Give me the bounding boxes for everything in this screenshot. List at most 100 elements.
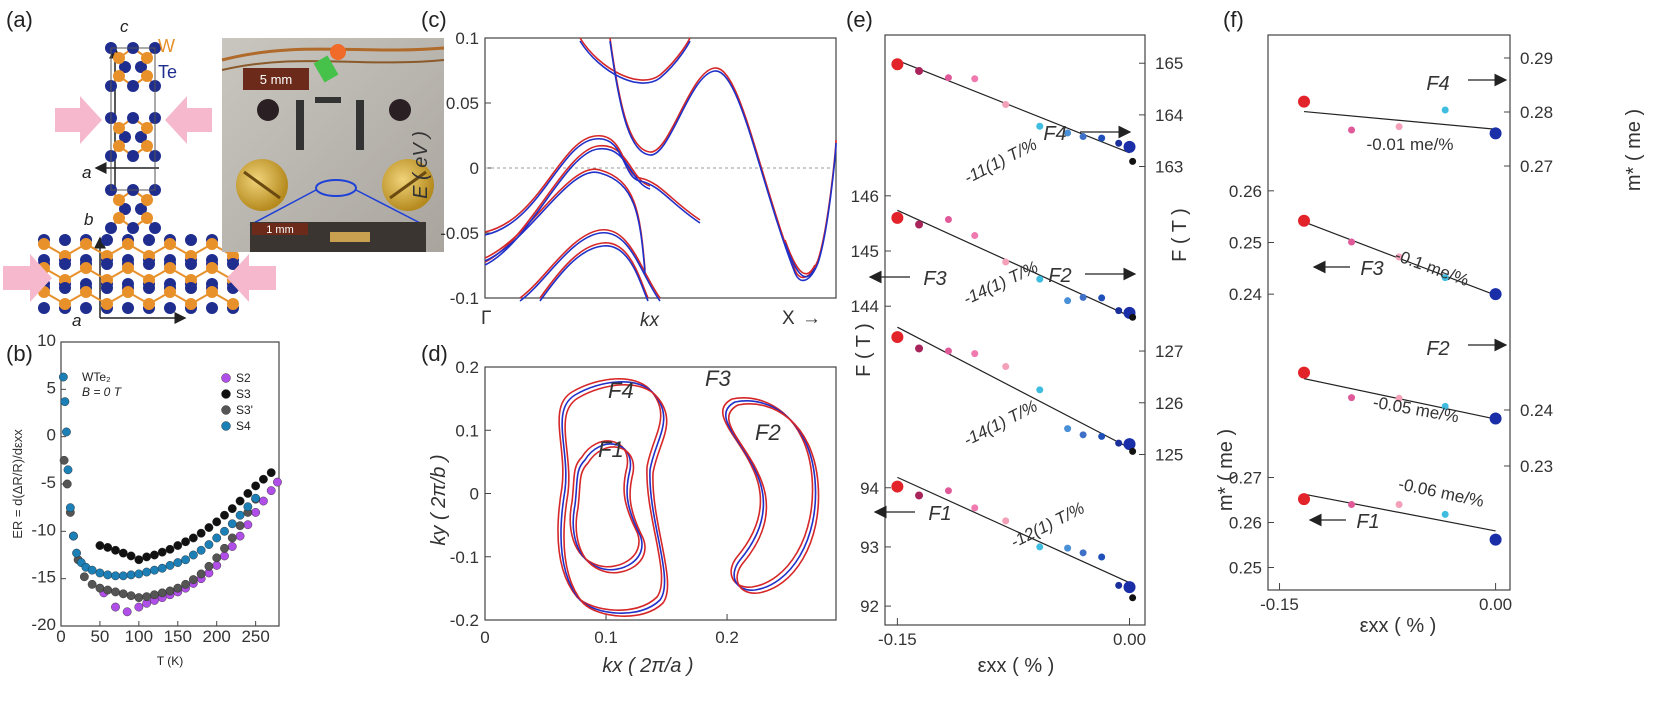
f-left-tick-label: 0.27 xyxy=(1229,469,1262,488)
w-atom xyxy=(141,70,153,82)
x-point: X xyxy=(782,308,795,329)
b-point-S4 xyxy=(235,510,245,520)
w-atom xyxy=(206,286,218,298)
w-atom xyxy=(164,238,176,250)
e-point-F2 xyxy=(891,331,904,344)
te-atom xyxy=(38,302,50,314)
f-left-tick-label: 0.25 xyxy=(1229,559,1262,578)
e-point-F3 xyxy=(971,232,979,240)
te-atom xyxy=(101,282,113,294)
b-point-S4 xyxy=(220,526,229,536)
panel-e-label: (e) xyxy=(846,7,873,32)
f-right-tick-label: 0.29 xyxy=(1520,49,1553,68)
crystal-top-view xyxy=(38,234,239,324)
panel-a-label: (a) xyxy=(6,7,33,32)
b-point-S3 xyxy=(165,544,175,554)
f-point-F4 xyxy=(1395,123,1403,131)
e-right-tick-label: 127 xyxy=(1155,342,1183,361)
f-slope-label: -0.06 me/% xyxy=(1397,474,1486,511)
b-point-S3 xyxy=(259,474,268,484)
f-point-F2 xyxy=(1395,394,1403,402)
f-right-tick-label: 0.24 xyxy=(1520,401,1553,420)
panel-c: (c) 0.1 0.05 0 -0.05 -0.1 E ( eV ) Γ kx X → xyxy=(410,7,837,331)
panel-e-points xyxy=(891,58,1137,602)
b-legend-label: S2 xyxy=(236,371,251,385)
panel-f-fits xyxy=(1303,110,1496,532)
b-point-S3' xyxy=(196,569,206,579)
compress-arrow-left-2 xyxy=(3,254,52,302)
axis-c-label: c xyxy=(120,17,129,36)
c-band-line xyxy=(484,148,651,266)
te-atom xyxy=(135,61,147,73)
e-right-tick-label: 126 xyxy=(1155,394,1183,413)
b-point-S3 xyxy=(235,496,245,506)
e-point-F1 xyxy=(944,487,952,495)
f-point-F4 xyxy=(1298,95,1311,108)
d-xtick-label: 0.1 xyxy=(594,628,618,647)
b-point-S3' xyxy=(227,533,237,543)
b-point-S4 xyxy=(65,503,75,513)
panel-a: (a) c W Te a b a 5 mm xyxy=(3,7,445,330)
b-point-S2 xyxy=(134,602,144,612)
d-ytick-label: 0.1 xyxy=(455,421,479,440)
d-contour-0 xyxy=(563,384,669,617)
panel-e-frame xyxy=(884,34,1146,626)
e-point-F2 xyxy=(1064,425,1072,433)
e-fit-line xyxy=(897,209,1130,317)
scale-5mm: 5 mm xyxy=(260,72,293,87)
panel-f-annotations: -0.01 me/% -0.1 me/% -0.05 me/% -0.06 me/% F… xyxy=(1308,73,1508,533)
b-point-S3 xyxy=(220,510,229,520)
panel-e-ylabel-right: F ( T ) xyxy=(1169,208,1191,262)
panel-e-fits xyxy=(897,59,1130,584)
e-right-tick-label: 125 xyxy=(1155,445,1183,464)
te-atom xyxy=(119,131,131,143)
w-atom xyxy=(164,286,176,298)
panel-b-xlabel: T (K) xyxy=(157,654,183,668)
b-point-S3' xyxy=(79,572,89,582)
b-point-S3 xyxy=(150,550,159,560)
b-point-S3 xyxy=(243,489,253,498)
b-point-S4 xyxy=(196,545,206,555)
w-atom xyxy=(122,238,134,250)
te-atom xyxy=(127,222,139,234)
panel-e-annotations: -11(1) T/% -14(1) T/% -14(1) T/% -12(1) T/%… xyxy=(868,123,1137,552)
d-ytick-label: -0.1 xyxy=(450,548,479,567)
b-point-S3' xyxy=(204,561,214,571)
b-point-S3' xyxy=(165,586,175,596)
b-point-S4 xyxy=(142,567,152,577)
e-point-F4 xyxy=(1079,133,1087,141)
b-point-S4 xyxy=(72,548,81,558)
b-point-S3 xyxy=(126,551,136,561)
e-point-F1 xyxy=(1002,517,1010,525)
b-point-S4 xyxy=(63,465,73,475)
c-ytick-label: 0.05 xyxy=(446,94,479,113)
f-fit-line xyxy=(1303,493,1496,532)
panel-f-frame xyxy=(1267,34,1511,591)
b-point-S2 xyxy=(212,561,222,570)
pocket-F3: F3 xyxy=(705,366,731,391)
gamma-point: Γ xyxy=(481,308,491,329)
panel-b-legend: S2 S3 S3' S4 xyxy=(221,371,253,433)
b-point-S2 xyxy=(227,542,237,551)
b-point-S4 xyxy=(62,427,71,437)
e-branch-label: F2 xyxy=(1048,265,1071,287)
b-xtick-label: 0 xyxy=(56,627,65,646)
te-atom xyxy=(122,302,134,314)
w-atom xyxy=(113,122,125,134)
f-left-tick-label: 0.26 xyxy=(1229,514,1262,533)
e-point-F2 xyxy=(944,347,952,355)
b-xtick-label: 100 xyxy=(125,627,153,646)
b-point-S3 xyxy=(181,537,190,547)
b-point-S3' xyxy=(157,588,167,598)
panel-c-xlabel: kx xyxy=(640,310,661,331)
c-band-line xyxy=(539,242,649,299)
b-point-S2 xyxy=(111,602,120,612)
b-xtick-label: 50 xyxy=(90,627,109,646)
c-band-line xyxy=(784,239,816,275)
b-point-S3 xyxy=(103,543,113,552)
e-point-F3 xyxy=(891,211,904,224)
f-branch-label: F2 xyxy=(1426,338,1449,360)
f-branch-label: F1 xyxy=(1356,511,1379,533)
te-atom xyxy=(185,282,197,294)
